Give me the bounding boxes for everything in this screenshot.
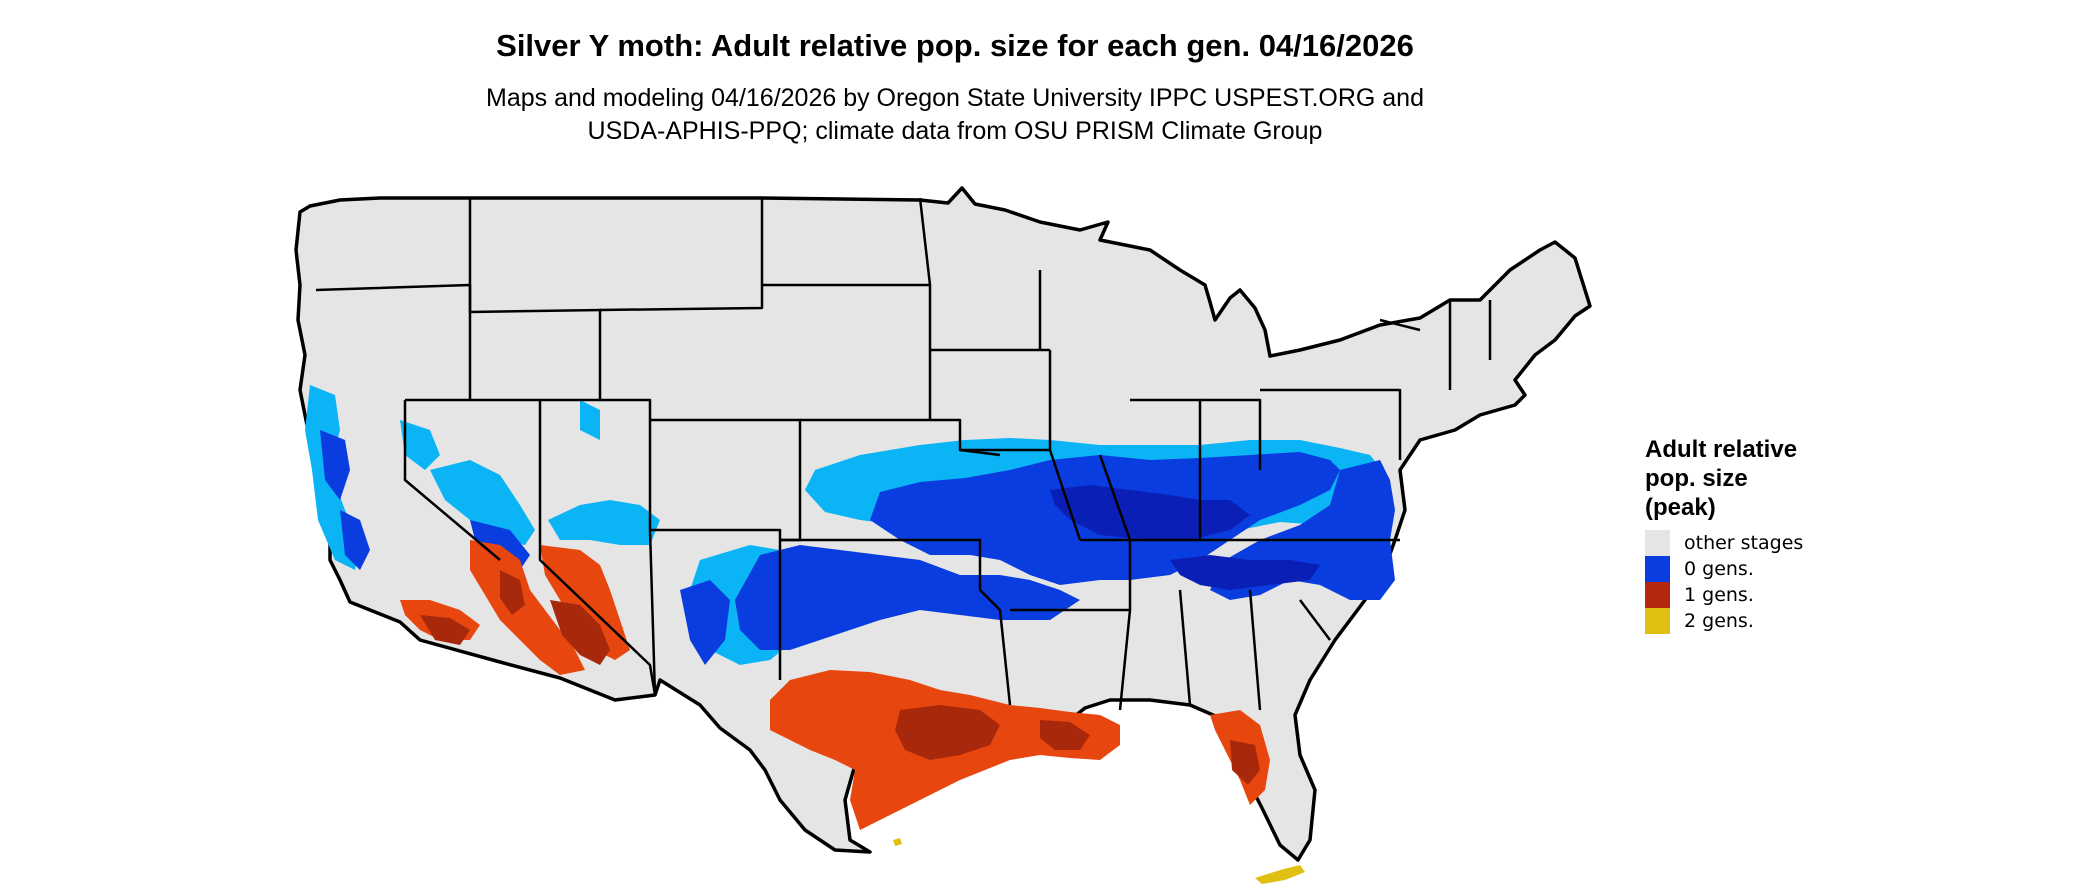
legend-label-other-stages: other stages (1684, 532, 1804, 554)
state-borders (315, 197, 1492, 711)
subtitle-line-2: USDA-APHIS-PPQ; climate data from OSU PR… (587, 117, 1323, 145)
legend-title-line-2: pop. size (1645, 465, 1748, 492)
legend: Adult relative pop. size (peak) other st… (1645, 435, 1845, 634)
map-title: Silver Y moth: Adult relative pop. size … (496, 28, 1414, 63)
legend-title: Adult relative pop. size (peak) (1645, 435, 1845, 522)
legend-label-1-gens: 1 gens. (1684, 584, 1754, 606)
legend-label-2-gens: 2 gens. (1684, 610, 1754, 632)
legend-items: other stages 0 gens. 1 gens. 2 gens. (1645, 530, 1845, 634)
legend-item-other-stages: other stages (1645, 530, 1845, 556)
legend-swatch-2-gens (1645, 608, 1670, 634)
subtitle-line-1: Maps and modeling 04/16/2026 by Oregon S… (486, 84, 1424, 112)
legend-swatch-0-gens (1645, 556, 1670, 582)
legend-title-line-1: Adult relative (1645, 436, 1798, 463)
legend-label-0-gens: 0 gens. (1684, 558, 1754, 580)
legend-item-1-gens: 1 gens. (1645, 582, 1845, 608)
legend-swatch-1-gens (1645, 582, 1670, 608)
legend-swatch-other-stages (1645, 530, 1670, 556)
dark-red-zone (420, 570, 1260, 785)
legend-title-line-3: (peak) (1645, 494, 1716, 521)
map-subtitle: Maps and modeling 04/16/2026 by Oregon S… (0, 82, 1910, 148)
legend-item-0-gens: 0 gens. (1645, 556, 1845, 582)
yellow-zone (893, 838, 1305, 884)
legend-item-2-gens: 2 gens. (1645, 608, 1845, 634)
